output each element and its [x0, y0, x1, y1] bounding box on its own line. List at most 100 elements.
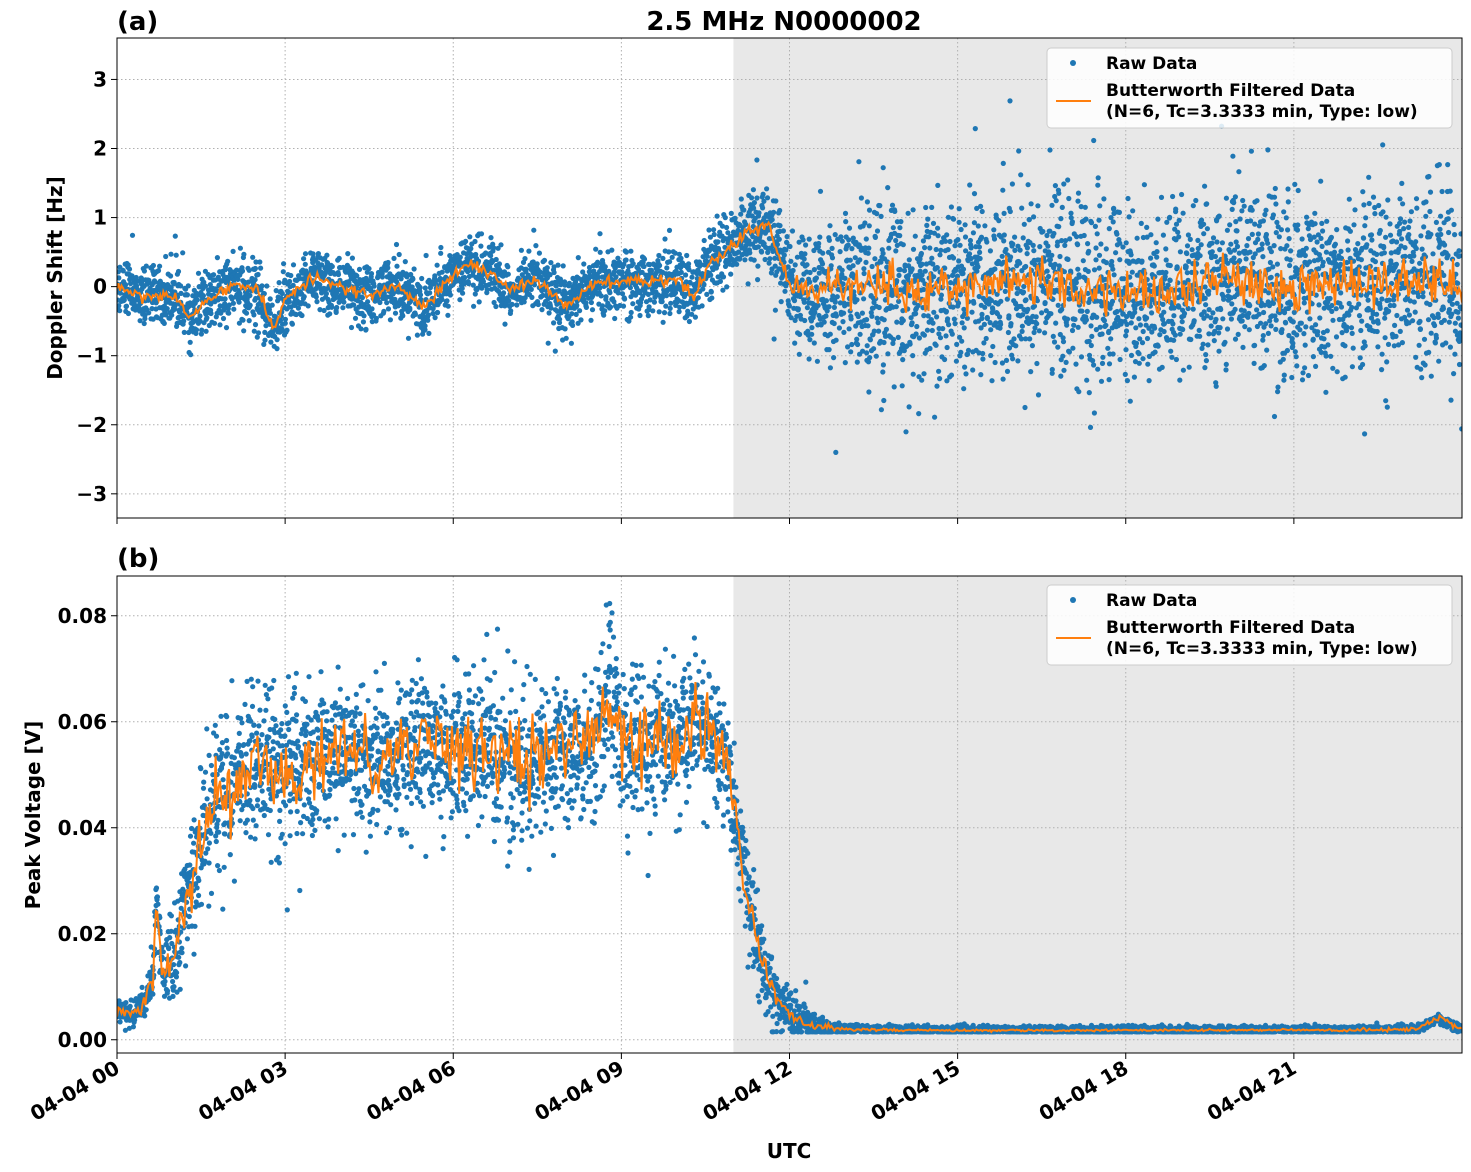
- raw-data-point: [850, 263, 856, 269]
- raw-data-point: [663, 293, 670, 299]
- raw-data-point: [195, 270, 202, 276]
- raw-data-point: [123, 282, 129, 288]
- raw-data-point: [1208, 315, 1214, 321]
- raw-data-point: [630, 301, 636, 307]
- raw-data-point: [728, 271, 734, 277]
- raw-data-point: [1149, 310, 1155, 316]
- raw-data-point: [759, 249, 765, 255]
- raw-data-point: [771, 336, 777, 342]
- raw-data-point: [1231, 200, 1237, 206]
- raw-data-point: [203, 328, 209, 334]
- raw-data-point: [1370, 194, 1377, 200]
- raw-data-point: [1089, 333, 1095, 339]
- raw-data-point: [901, 268, 908, 274]
- raw-data-point: [1210, 235, 1217, 241]
- raw-data-point: [518, 247, 525, 253]
- raw-data-point: [1268, 274, 1274, 280]
- raw-data-point: [324, 252, 330, 258]
- raw-data-point: [1184, 243, 1191, 249]
- raw-data-point: [1270, 300, 1276, 306]
- raw-data-point: [1274, 261, 1280, 267]
- raw-data-point: [1172, 332, 1178, 338]
- raw-data-point: [544, 265, 550, 271]
- raw-data-point: [1070, 345, 1076, 351]
- raw-data-point: [319, 262, 325, 268]
- raw-data-point: [1260, 337, 1266, 343]
- raw-data-point: [861, 266, 867, 272]
- raw-data-point: [411, 266, 417, 272]
- raw-data-point: [858, 195, 865, 201]
- raw-data-point: [586, 264, 593, 271]
- raw-data-point: [526, 248, 532, 254]
- raw-data-point: [204, 315, 210, 321]
- raw-data-point: [120, 268, 126, 274]
- raw-data-point: [842, 210, 849, 216]
- raw-data-point: [1356, 301, 1362, 307]
- raw-data-point: [393, 241, 400, 248]
- raw-data-point: [1064, 316, 1071, 322]
- raw-data-point: [657, 262, 663, 269]
- raw-data-point: [603, 294, 609, 300]
- raw-data-point: [1106, 226, 1112, 232]
- raw-data-point: [711, 227, 717, 233]
- raw-data-point: [1338, 248, 1344, 254]
- raw-data-point: [855, 313, 861, 320]
- raw-data-point: [807, 279, 813, 285]
- raw-data-point: [1332, 241, 1338, 247]
- raw-data-point: [282, 320, 288, 326]
- raw-data-point: [1028, 369, 1034, 375]
- raw-data-point: [819, 261, 826, 267]
- raw-data-point: [1203, 302, 1209, 308]
- raw-data-point: [958, 226, 964, 233]
- raw-data-point: [295, 305, 301, 311]
- raw-data-point: [287, 278, 293, 285]
- raw-data-point: [1374, 251, 1380, 257]
- raw-data-point: [814, 358, 821, 364]
- raw-data-point: [906, 257, 912, 263]
- raw-data-point: [683, 272, 689, 278]
- raw-data-point: [1148, 255, 1154, 261]
- raw-data-point: [1163, 257, 1169, 263]
- raw-data-point: [1232, 336, 1239, 342]
- raw-data-point: [1005, 329, 1012, 336]
- raw-data-point: [1302, 252, 1308, 259]
- raw-data-point: [628, 294, 634, 300]
- raw-data-point: [143, 263, 149, 269]
- raw-data-point: [152, 279, 158, 285]
- raw-data-point: [1161, 328, 1167, 335]
- raw-data-point: [142, 312, 148, 318]
- raw-data-point: [1123, 328, 1130, 334]
- raw-data-point: [423, 252, 429, 259]
- raw-data-point: [914, 323, 920, 330]
- raw-data-point: [1019, 323, 1025, 329]
- raw-data-point: [486, 244, 492, 250]
- raw-data-point: [358, 326, 364, 332]
- raw-data-point: [626, 318, 632, 324]
- raw-data-point: [1292, 181, 1298, 187]
- raw-data-point: [880, 369, 886, 375]
- raw-data-point: [910, 246, 917, 252]
- raw-data-point: [1031, 329, 1037, 336]
- raw-data-point: [876, 304, 882, 311]
- raw-data-point: [535, 301, 541, 308]
- raw-data-point: [1002, 288, 1008, 294]
- raw-data-point: [1377, 227, 1383, 234]
- raw-data-point: [1239, 208, 1245, 214]
- raw-data-point: [491, 245, 497, 251]
- raw-data-point: [883, 326, 890, 332]
- raw-data-point: [117, 290, 123, 296]
- raw-data-point: [1049, 252, 1055, 258]
- raw-data-point: [444, 298, 450, 304]
- raw-data-point: [602, 308, 608, 314]
- raw-data-point: [1222, 339, 1228, 345]
- raw-data-point: [1123, 240, 1129, 246]
- raw-data-point: [1240, 197, 1246, 204]
- raw-data-point: [801, 256, 807, 262]
- raw-data-point: [949, 331, 955, 337]
- raw-data-point: [1245, 236, 1252, 242]
- raw-data-point: [278, 295, 284, 301]
- raw-data-point: [465, 269, 471, 275]
- raw-data-point: [647, 261, 653, 268]
- raw-data-point: [556, 287, 562, 294]
- raw-data-point: [1101, 196, 1107, 202]
